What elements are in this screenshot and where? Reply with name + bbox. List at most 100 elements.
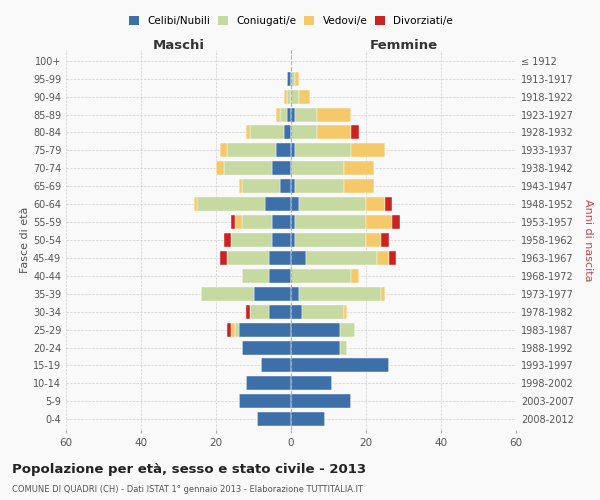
Bar [295, 72, 299, 86]
Bar [276, 108, 280, 122]
Bar [291, 269, 351, 283]
Bar [272, 215, 291, 229]
Bar [291, 376, 332, 390]
Bar [276, 144, 291, 158]
Bar [317, 126, 351, 140]
Bar [197, 197, 265, 211]
Bar [291, 162, 343, 175]
Bar [216, 162, 223, 175]
Bar [250, 304, 269, 318]
Bar [291, 108, 295, 122]
Bar [306, 251, 377, 265]
Bar [223, 162, 272, 175]
Bar [291, 322, 340, 336]
Bar [272, 233, 291, 247]
Bar [291, 251, 306, 265]
Bar [343, 162, 373, 175]
Bar [193, 197, 197, 211]
Bar [351, 126, 359, 140]
Bar [227, 322, 231, 336]
Bar [242, 340, 291, 354]
Bar [231, 215, 235, 229]
Bar [291, 233, 295, 247]
Bar [291, 126, 317, 140]
Bar [340, 340, 347, 354]
Bar [317, 108, 351, 122]
Bar [239, 394, 291, 408]
Legend: Celibi/Nubili, Coniugati/e, Vedovi/e, Divorziati/e: Celibi/Nubili, Coniugati/e, Vedovi/e, Di… [125, 12, 457, 30]
Bar [299, 197, 366, 211]
Bar [291, 90, 299, 104]
Bar [242, 269, 269, 283]
Bar [366, 215, 392, 229]
Bar [295, 144, 351, 158]
Bar [291, 304, 302, 318]
Bar [291, 179, 295, 193]
Bar [299, 287, 381, 301]
Bar [242, 215, 272, 229]
Bar [220, 251, 227, 265]
Bar [291, 340, 340, 354]
Bar [280, 179, 291, 193]
Bar [291, 358, 389, 372]
Bar [223, 233, 231, 247]
Bar [343, 304, 347, 318]
Bar [291, 144, 295, 158]
Bar [291, 287, 299, 301]
Bar [246, 376, 291, 390]
Bar [291, 197, 299, 211]
Bar [299, 90, 310, 104]
Bar [220, 144, 227, 158]
Bar [381, 233, 389, 247]
Bar [351, 269, 359, 283]
Bar [239, 322, 291, 336]
Bar [201, 287, 254, 301]
Bar [302, 304, 343, 318]
Bar [269, 269, 291, 283]
Bar [239, 179, 242, 193]
Text: Maschi: Maschi [152, 39, 205, 52]
Bar [366, 233, 381, 247]
Bar [227, 251, 269, 265]
Bar [257, 412, 291, 426]
Bar [291, 412, 325, 426]
Bar [242, 179, 280, 193]
Bar [246, 126, 250, 140]
Bar [261, 358, 291, 372]
Text: COMUNE DI QUADRI (CH) - Dati ISTAT 1° gennaio 2013 - Elaborazione TUTTITALIA.IT: COMUNE DI QUADRI (CH) - Dati ISTAT 1° ge… [12, 485, 363, 494]
Bar [340, 322, 355, 336]
Bar [272, 162, 291, 175]
Bar [246, 304, 250, 318]
Bar [250, 126, 284, 140]
Bar [291, 215, 295, 229]
Bar [287, 72, 291, 86]
Bar [269, 304, 291, 318]
Bar [287, 108, 291, 122]
Bar [269, 251, 291, 265]
Bar [231, 322, 235, 336]
Bar [284, 126, 291, 140]
Bar [295, 233, 366, 247]
Bar [291, 394, 351, 408]
Bar [235, 215, 242, 229]
Bar [265, 197, 291, 211]
Bar [377, 251, 389, 265]
Bar [235, 322, 239, 336]
Bar [287, 90, 291, 104]
Text: Popolazione per età, sesso e stato civile - 2013: Popolazione per età, sesso e stato civil… [12, 462, 366, 475]
Bar [381, 287, 385, 301]
Y-axis label: Fasce di età: Fasce di età [20, 207, 30, 273]
Bar [343, 179, 373, 193]
Bar [392, 215, 400, 229]
Bar [295, 179, 343, 193]
Y-axis label: Anni di nascita: Anni di nascita [583, 198, 593, 281]
Bar [389, 251, 396, 265]
Bar [280, 108, 287, 122]
Bar [351, 144, 385, 158]
Bar [231, 233, 272, 247]
Bar [291, 72, 295, 86]
Bar [284, 90, 287, 104]
Bar [227, 144, 276, 158]
Bar [385, 197, 392, 211]
Bar [366, 197, 385, 211]
